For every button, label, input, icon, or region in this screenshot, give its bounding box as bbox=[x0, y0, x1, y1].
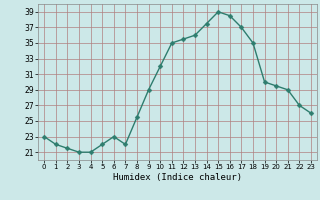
X-axis label: Humidex (Indice chaleur): Humidex (Indice chaleur) bbox=[113, 173, 242, 182]
